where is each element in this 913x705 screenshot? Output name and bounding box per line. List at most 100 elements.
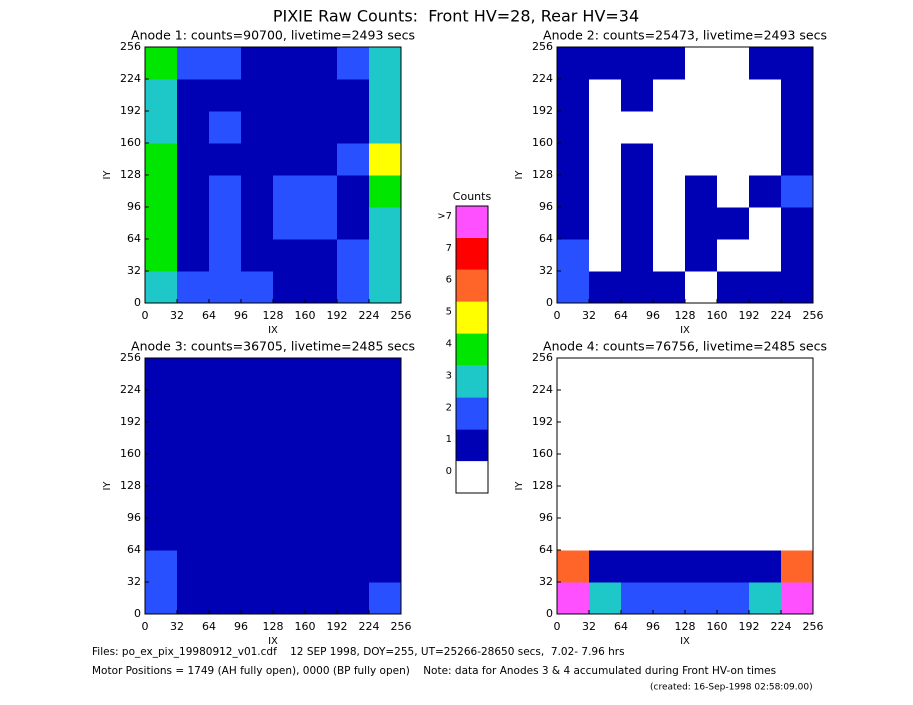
heatmap-cell <box>653 271 686 304</box>
heatmap-cell <box>145 582 178 615</box>
heatmap-cell <box>241 454 274 487</box>
heatmap-cell <box>177 358 210 391</box>
heatmap-cell <box>369 390 402 423</box>
heatmap-cell <box>717 271 750 304</box>
heatmap-cell <box>145 550 178 583</box>
heatmap-cell <box>145 79 178 112</box>
heatmap-cell <box>621 486 654 519</box>
heatmap-cell <box>557 390 590 423</box>
colorbar-swatch <box>456 301 488 334</box>
heatmap-cell <box>241 358 274 391</box>
heatmap-cell <box>369 358 402 391</box>
heatmap-cell <box>621 79 654 112</box>
heatmap-cell <box>781 550 814 583</box>
heatmap-cell <box>717 518 750 551</box>
heatmap-cell <box>305 550 338 583</box>
panel-title: Anode 4: counts=76756, livetime=2485 sec… <box>543 339 827 354</box>
colorbar-label: 2 <box>446 402 452 413</box>
heatmap-cell <box>305 582 338 615</box>
heatmap-cell <box>685 358 718 391</box>
heatmap-cell <box>337 271 370 304</box>
heatmap-cell <box>177 143 210 176</box>
heatmap-cell <box>177 175 210 208</box>
heatmap-cell <box>557 47 590 80</box>
heatmap-cell <box>589 422 622 455</box>
heatmap-cell <box>685 390 718 423</box>
y-tick-label: 128 <box>120 168 141 181</box>
heatmap-cell <box>781 422 814 455</box>
heatmap-cell <box>337 239 370 272</box>
y-tick-label: 256 <box>120 351 141 364</box>
y-tick-label: 224 <box>532 72 553 85</box>
heatmap-cell <box>653 582 686 615</box>
heatmap-cell <box>273 271 306 304</box>
heatmap-cell <box>685 239 718 272</box>
heatmap-cell <box>305 390 338 423</box>
heatmap-cell <box>557 518 590 551</box>
heatmap-cell <box>589 111 622 144</box>
heatmap-cell <box>209 390 242 423</box>
y-tick-label: 128 <box>532 168 553 181</box>
heatmap-cell <box>177 390 210 423</box>
panel-title: Anode 1: counts=90700, livetime=2493 sec… <box>131 28 415 43</box>
heatmap-cell <box>209 143 242 176</box>
heatmap-cell <box>273 486 306 519</box>
heatmap-cell <box>241 271 274 304</box>
heatmap-cell <box>177 79 210 112</box>
heatmap-cell <box>305 454 338 487</box>
heatmap-cell <box>653 518 686 551</box>
x-axis-label: IX <box>268 636 278 647</box>
heatmap-cell <box>653 143 686 176</box>
heatmap-cell <box>717 550 750 583</box>
heatmap-cell <box>305 422 338 455</box>
heatmap-cell <box>557 143 590 176</box>
heatmap-cell <box>557 550 590 583</box>
y-tick-label: 0 <box>134 296 141 309</box>
heatmap-cell <box>653 390 686 423</box>
y-tick-label: 96 <box>539 200 553 213</box>
x-tick-label: 128 <box>675 309 696 322</box>
heatmap-cell <box>749 207 782 240</box>
x-tick-label: 256 <box>391 309 412 322</box>
heatmap-cell <box>653 422 686 455</box>
heatmap-cell <box>273 550 306 583</box>
heatmap-cell <box>717 79 750 112</box>
heatmap-cell <box>557 239 590 272</box>
heatmap-cell <box>781 486 814 519</box>
heatmap-cell <box>653 454 686 487</box>
heatmap-cell <box>145 239 178 272</box>
heatmap-cell <box>685 454 718 487</box>
x-tick-label: 224 <box>771 309 792 322</box>
heatmap-cell <box>369 175 402 208</box>
heatmap-cell <box>589 239 622 272</box>
heatmap-cell <box>209 582 242 615</box>
heatmap-cell <box>145 358 178 391</box>
heatmap-cell <box>589 454 622 487</box>
colorbar-label: 3 <box>446 370 452 381</box>
heatmap-cell <box>145 111 178 144</box>
x-tick-label: 32 <box>582 309 596 322</box>
colorbar-swatch <box>456 397 488 430</box>
heatmap-cell <box>557 207 590 240</box>
heatmap-cell <box>145 518 178 551</box>
y-tick-label: 192 <box>120 415 141 428</box>
heatmap-cell <box>337 207 370 240</box>
heatmap-cell <box>177 207 210 240</box>
y-tick-label: 128 <box>532 479 553 492</box>
heatmap-cell <box>177 486 210 519</box>
heatmap-cell <box>369 582 402 615</box>
heatmap-cell <box>177 239 210 272</box>
heatmap-cell <box>209 79 242 112</box>
x-tick-label: 96 <box>646 620 660 633</box>
heatmap-cell <box>273 422 306 455</box>
heatmap-cell <box>653 207 686 240</box>
heatmap-cell <box>717 390 750 423</box>
x-tick-label: 128 <box>263 309 284 322</box>
heatmap-cell <box>241 550 274 583</box>
heatmap-cell <box>781 79 814 112</box>
heatmap-cell <box>273 358 306 391</box>
colorbar-swatch <box>456 237 488 270</box>
y-tick-label: 224 <box>120 72 141 85</box>
heatmap-cell <box>621 550 654 583</box>
heatmap-cell <box>241 518 274 551</box>
